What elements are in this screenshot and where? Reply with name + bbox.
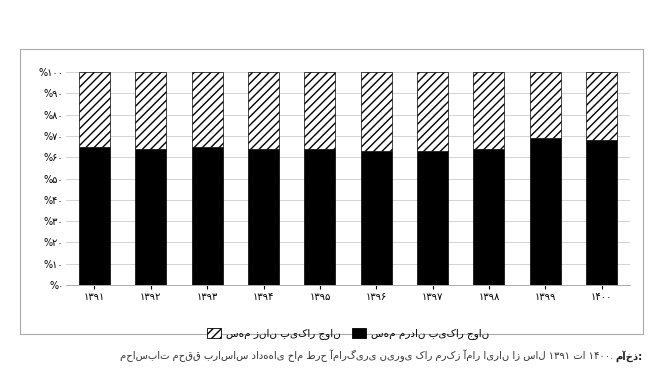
Text: مآخذ:: مآخذ: [616, 350, 643, 362]
Bar [586, 72, 617, 140]
Bar [304, 149, 335, 285]
Bar [417, 151, 448, 285]
Bar [135, 72, 166, 149]
Bar [248, 149, 279, 285]
Bar [530, 72, 561, 138]
Bar [361, 151, 392, 285]
Bar [473, 72, 505, 149]
Text: محاسبات محقق براساس داده‌های خام طرح آمارگیری نیروی کار مرکز آمار ایران از سال ۱: محاسبات محقق براساس داده‌های خام طرح آما… [117, 350, 613, 362]
Bar [79, 72, 110, 147]
Bar [417, 72, 448, 151]
Bar [586, 140, 617, 285]
Legend: سهم زنان بیکار جوان, سهم مردان بیکار جوان: سهم زنان بیکار جوان, سهم مردان بیکار جوا… [202, 324, 494, 344]
Bar [192, 147, 223, 285]
Bar [361, 72, 392, 151]
Bar [135, 149, 166, 285]
Bar [530, 138, 561, 285]
Bar [473, 149, 505, 285]
Text: شکل ۲.نمودار تغییرات سهم زن و مرد از جمعیت بیکاران جوان در دهه ۹۰: شکل ۲.نمودار تغییرات سهم زن و مرد از جمع… [59, 13, 604, 27]
Bar [192, 72, 223, 147]
Bar [304, 72, 335, 149]
Bar [248, 72, 279, 149]
Bar [79, 147, 110, 285]
